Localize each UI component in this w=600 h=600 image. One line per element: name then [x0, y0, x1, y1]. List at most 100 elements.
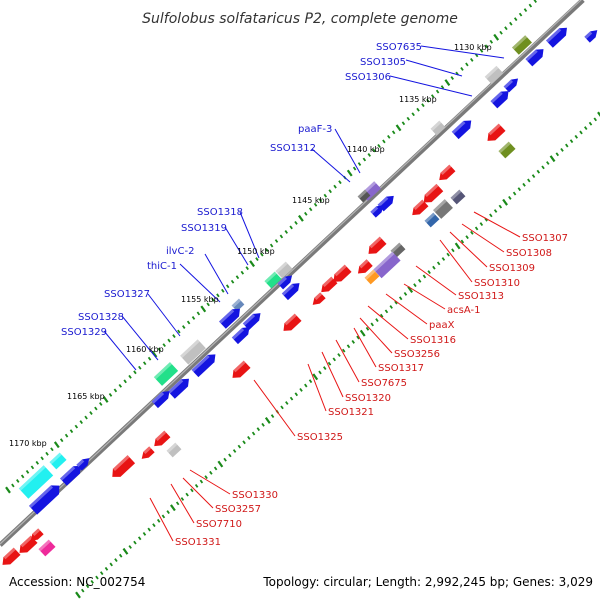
- scale-tick: [182, 325, 186, 329]
- gene-label-forward[interactable]: ilvC-2: [166, 246, 194, 257]
- gene-highlight: [32, 528, 41, 536]
- scale-tick: [522, 182, 526, 187]
- scale-tick: [249, 260, 255, 268]
- scale-tick: [328, 189, 332, 194]
- leader-line: [353, 327, 377, 368]
- gene-label-forward[interactable]: SSO1318: [197, 207, 243, 218]
- scale-tick: [370, 322, 374, 327]
- gene-label-reverse[interactable]: paaX: [429, 320, 455, 331]
- scale-tick: [114, 558, 118, 563]
- gene-block: [76, 458, 90, 471]
- gene-shape: [18, 465, 54, 499]
- gene-label-forward[interactable]: paaF-3: [298, 124, 332, 135]
- gene-highlight: [191, 354, 210, 373]
- gene-highlight: [168, 379, 184, 394]
- gene-label-reverse[interactable]: SSO3257: [215, 504, 261, 515]
- gene-label-reverse[interactable]: SSO1330: [232, 490, 278, 501]
- gene-shape: [430, 120, 446, 136]
- leader-line: [420, 45, 505, 59]
- gene-label-reverse[interactable]: acsA-1: [447, 305, 480, 316]
- scale-tick: [216, 293, 220, 298]
- gene-label-reverse[interactable]: SSO7710: [196, 519, 242, 530]
- scale-tick: [232, 449, 237, 453]
- scale-tick: [359, 329, 366, 337]
- scale-tick: [479, 222, 484, 227]
- leader-line: [224, 226, 249, 266]
- scale-tick: [508, 195, 512, 200]
- gene-block: [484, 65, 504, 85]
- gene-label-reverse[interactable]: SSO1309: [489, 263, 535, 274]
- scale-tick: [313, 202, 318, 207]
- gene-label-forward[interactable]: SSO1319: [181, 223, 227, 234]
- gene-label-reverse[interactable]: SSO1307: [522, 233, 568, 244]
- gene-highlight: [231, 298, 241, 308]
- gene-highlight: [390, 242, 402, 253]
- gene-block: [191, 354, 216, 378]
- gene-block: [450, 189, 466, 205]
- gene-block: [412, 199, 429, 216]
- gene-block: [487, 123, 506, 141]
- scale-tick: [265, 248, 269, 252]
- gene-label-forward[interactable]: SSO1306: [345, 72, 391, 83]
- gene-label-reverse[interactable]: SSO1317: [378, 363, 424, 374]
- scale-tick: [59, 438, 64, 443]
- gene-highlight: [322, 276, 334, 287]
- gene-label-reverse[interactable]: SSO3256: [394, 349, 440, 360]
- gene-label-forward[interactable]: SSO1312: [270, 143, 316, 154]
- gene-block: [112, 455, 136, 477]
- gene-label-reverse[interactable]: SSO1316: [410, 335, 456, 346]
- scale-tick: [45, 451, 49, 456]
- leader-line: [311, 148, 351, 183]
- gene-label-reverse[interactable]: SSO1310: [474, 278, 520, 289]
- gene-label-reverse[interactable]: SSO1320: [345, 393, 391, 404]
- gene-label-forward[interactable]: thiC-1: [147, 261, 177, 272]
- gene-block: [312, 292, 326, 305]
- gene-highlight: [424, 212, 436, 223]
- gene-shape: [490, 91, 509, 109]
- leader-line: [239, 211, 260, 259]
- gene-label-reverse[interactable]: SSO1308: [506, 248, 552, 259]
- gene-label-reverse[interactable]: SSO1321: [328, 407, 374, 418]
- gene-highlight: [20, 535, 33, 548]
- gene-label-reverse[interactable]: SSO1325: [297, 432, 343, 443]
- scale-tick: [255, 257, 259, 262]
- leader-line: [403, 283, 446, 310]
- gene-label-forward[interactable]: SSO7635: [376, 42, 422, 53]
- scale-tick: [142, 361, 147, 366]
- gene-shape: [154, 430, 171, 447]
- leader-line: [147, 293, 181, 337]
- gene-block: [512, 35, 532, 55]
- leader-line: [103, 330, 137, 371]
- gene-block: [390, 242, 406, 258]
- scale-tick: [230, 279, 235, 284]
- scale-tick: [584, 126, 588, 131]
- gene-block: [18, 465, 54, 499]
- gene-shape: [28, 485, 60, 515]
- scale-tick: [89, 411, 93, 415]
- scale-tick: [194, 483, 199, 488]
- gene-shape: [450, 189, 466, 205]
- scale-tick: [436, 261, 441, 266]
- gene-label-reverse[interactable]: SSO7675: [361, 378, 407, 389]
- gene-block: [232, 360, 251, 378]
- scale-tick: [403, 291, 408, 296]
- scale-tick: [422, 274, 427, 279]
- gene-label-forward[interactable]: SSO1329: [61, 327, 107, 338]
- scale-tick: [209, 470, 213, 475]
- gene-label-forward[interactable]: SSO1305: [360, 57, 406, 68]
- scale-tick: [185, 492, 189, 497]
- gene-label-reverse[interactable]: SSO1313: [458, 291, 504, 302]
- scale-tick: [407, 286, 414, 293]
- gene-block: [451, 120, 472, 140]
- leader-line: [461, 223, 505, 253]
- gene-highlight: [440, 164, 452, 175]
- gene-label-forward[interactable]: SSO1328: [78, 312, 124, 323]
- gene-block: [333, 264, 352, 282]
- gene-label-forward[interactable]: SSO1327: [104, 289, 150, 300]
- scale-tick: [99, 402, 103, 406]
- scale-tick: [474, 226, 479, 231]
- gene-shape: [333, 264, 352, 282]
- gene-block: [424, 212, 440, 228]
- gene-label-reverse[interactable]: SSO1331: [175, 537, 221, 548]
- scale-tick: [191, 316, 196, 320]
